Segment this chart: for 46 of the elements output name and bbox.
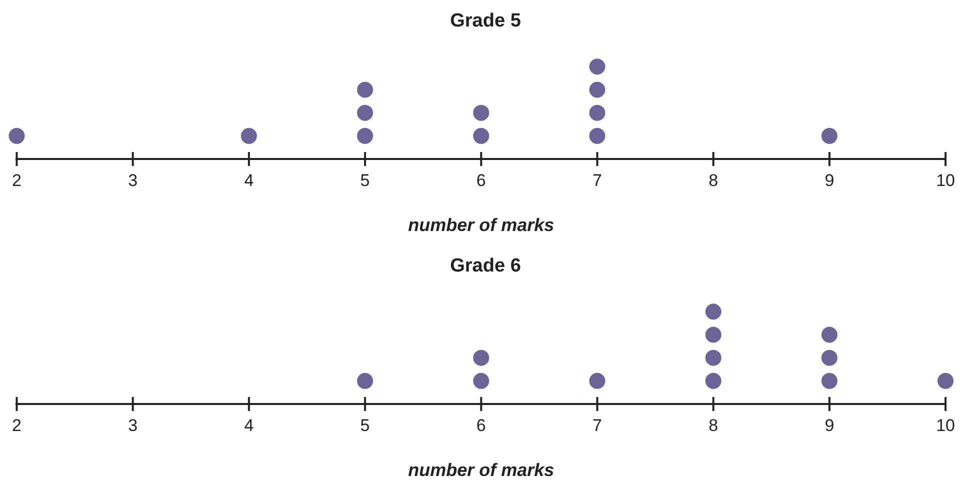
point [473,104,490,121]
point [473,350,490,366]
point [589,372,606,389]
x-tick-label: 8 [708,170,718,190]
point [357,82,374,98]
point [589,82,606,98]
x-tick-label: 10 [936,170,956,190]
chart-title: Grade 5 [450,10,522,32]
x-tick-label: 3 [128,416,138,435]
point [473,128,490,144]
point [705,350,722,366]
x-tick-label: 3 [128,170,138,190]
point [357,128,374,144]
point [589,104,606,121]
point [705,372,722,389]
point [8,128,25,144]
point [357,372,374,389]
point [705,304,722,320]
point [240,128,257,144]
x-tick-label: 6 [476,416,486,435]
x-tick-label: 4 [244,416,254,435]
x-tick-label: 5 [360,170,370,190]
point [589,128,606,144]
x-tick-label: 5 [360,416,370,435]
x-tick-label: 7 [592,170,602,190]
x-tick-label: 6 [476,170,486,190]
chart-title: Grade 6 [450,256,521,277]
point [821,128,838,144]
x-tick-label: 9 [824,170,834,190]
point [589,58,606,75]
point [821,326,838,343]
point [821,350,838,366]
x-tick-label: 10 [936,416,956,435]
point [473,372,490,389]
x-axis-title: number of marks [408,215,554,236]
x-tick-label: 9 [824,416,834,435]
point [938,372,954,389]
point [821,372,838,389]
x-axis-title: number of marks [408,460,554,480]
x-tick-label: 2 [12,170,22,190]
x-tick-label: 2 [12,416,22,435]
x-tick-label: 8 [708,416,718,435]
x-tick-label: 4 [244,170,254,190]
point [357,104,374,121]
x-tick-label: 7 [592,416,602,435]
point [705,326,722,343]
